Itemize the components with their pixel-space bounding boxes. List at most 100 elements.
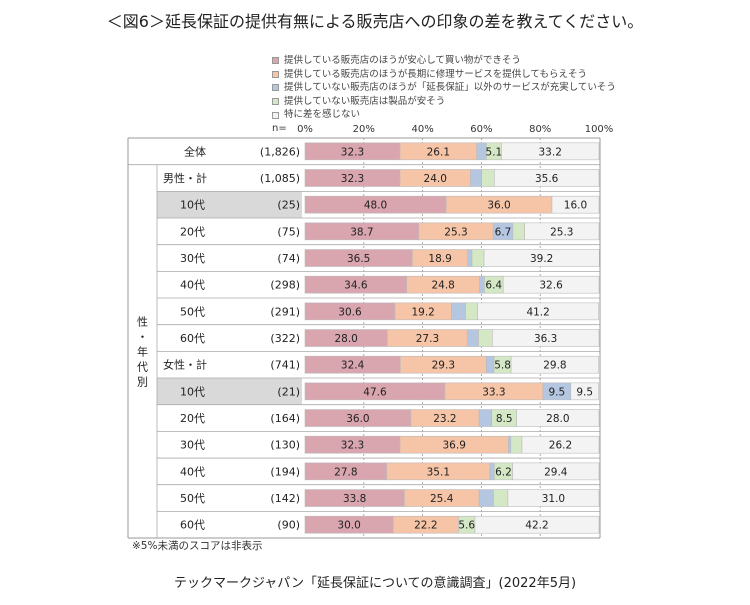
bar-segment bbox=[465, 302, 478, 321]
legend-label: 提供していない販売店は製品が安そう bbox=[284, 95, 446, 107]
x-tick-label: 100% bbox=[585, 124, 614, 135]
data-label: 5.1 bbox=[486, 146, 503, 158]
bar-segment bbox=[524, 222, 600, 241]
row-n-count: (25) bbox=[277, 199, 300, 212]
data-label: 36.0 bbox=[346, 413, 369, 425]
legend-item: 提供していない販売店は製品が安そう bbox=[272, 95, 616, 109]
row-label: 10代 bbox=[180, 199, 205, 212]
bar-segment bbox=[493, 489, 509, 507]
data-label: 33.2 bbox=[539, 146, 562, 158]
legend-item: 提供していない販売店のほうが「延長保証」以外のサービスが充実していそう bbox=[272, 81, 616, 95]
group-label-char: 性 bbox=[137, 314, 148, 328]
data-label: 30.6 bbox=[338, 306, 362, 318]
row-highlight bbox=[157, 191, 302, 219]
bar-segment bbox=[483, 249, 600, 267]
chart-title: ＜図6＞延長保証の提供有無による販売店への印象の差を教えてください。 bbox=[106, 12, 644, 31]
data-label: 32.3 bbox=[341, 440, 364, 452]
row-n-count: (90) bbox=[277, 519, 300, 532]
row-label: 20代 bbox=[180, 412, 205, 425]
bar-segment bbox=[478, 329, 493, 347]
legend: 提供している販売店のほうが安心して買い物ができそう 提供している販売店のほうが長… bbox=[272, 54, 616, 122]
data-label: 19.2 bbox=[411, 306, 434, 318]
legend-swatch bbox=[272, 84, 279, 92]
data-label: 41.2 bbox=[526, 306, 549, 318]
data-label: 25.4 bbox=[430, 493, 454, 505]
bar-segment bbox=[477, 302, 600, 321]
data-label: 48.0 bbox=[364, 200, 387, 212]
data-label: 5.8 bbox=[494, 360, 511, 372]
data-label: 6.2 bbox=[495, 466, 512, 478]
bar-segment bbox=[508, 435, 512, 454]
row-n-count: (164) bbox=[270, 412, 300, 425]
row-n-count: (298) bbox=[270, 279, 300, 292]
row-label: 30代 bbox=[180, 439, 205, 452]
row-label: 60代 bbox=[180, 519, 205, 532]
legend-item: 特に差を感じない bbox=[272, 108, 616, 122]
data-label: 24.8 bbox=[431, 280, 454, 292]
legend-swatch bbox=[272, 57, 279, 65]
legend-label: 提供していない販売店のほうが「延長保証」以外のサービスが充実していそう bbox=[284, 82, 616, 94]
bar-segment bbox=[521, 435, 600, 454]
legend-label: 提供している販売店のほうが安心して買い物ができそう bbox=[284, 55, 521, 66]
bar-segment bbox=[489, 462, 495, 481]
data-label: 26.2 bbox=[549, 440, 572, 452]
data-label: 16.0 bbox=[564, 200, 587, 212]
data-label: 38.7 bbox=[350, 226, 373, 238]
data-label: 33.3 bbox=[482, 386, 505, 398]
row-label: 男性・計 bbox=[163, 171, 207, 185]
row-n-count: (142) bbox=[270, 492, 300, 505]
row-n-count: (291) bbox=[270, 305, 300, 318]
row-n-count: (1,826) bbox=[260, 145, 300, 158]
data-label: 25.3 bbox=[550, 226, 573, 238]
row-label: 全体 bbox=[184, 144, 206, 158]
group-label-char: ・ bbox=[137, 330, 148, 343]
data-label: 30.0 bbox=[337, 520, 360, 532]
data-label: 34.6 bbox=[344, 280, 368, 292]
row-n-count: (322) bbox=[270, 332, 300, 345]
row-label: 女性・計 bbox=[163, 358, 207, 372]
bar-segment bbox=[474, 515, 600, 534]
x-tick-label: 60% bbox=[470, 124, 492, 135]
data-label: 42.2 bbox=[525, 520, 548, 532]
group-label-char: 代 bbox=[137, 360, 148, 373]
data-label: 28.0 bbox=[546, 413, 569, 425]
data-label: 26.1 bbox=[427, 146, 450, 158]
data-label: 32.6 bbox=[539, 280, 563, 292]
bar-segment bbox=[471, 249, 485, 267]
bar-segment bbox=[507, 489, 600, 507]
data-label: 39.2 bbox=[530, 253, 553, 265]
data-label: 27.8 bbox=[334, 466, 357, 478]
bar-segment bbox=[491, 329, 600, 347]
row-label: 50代 bbox=[180, 305, 205, 318]
data-label: 23.2 bbox=[433, 413, 456, 425]
data-label: 5.6 bbox=[458, 520, 475, 532]
bar-segment bbox=[501, 142, 600, 161]
data-label: 18.9 bbox=[428, 253, 451, 265]
bar-segment bbox=[551, 195, 600, 214]
bar-segment bbox=[478, 489, 494, 507]
row-n-count: (130) bbox=[270, 439, 300, 452]
data-label: 36.3 bbox=[534, 333, 557, 345]
data-label: 35.6 bbox=[535, 173, 559, 185]
source-citation: テックマークジャパン「延長保証についての意識調査」(2022年5月) bbox=[173, 576, 577, 591]
x-tick-label: 20% bbox=[353, 124, 375, 135]
row-n-count: (74) bbox=[277, 252, 300, 265]
bar-segment bbox=[502, 275, 600, 294]
row-n-count: (21) bbox=[277, 385, 300, 398]
data-label: 6.7 bbox=[495, 226, 512, 238]
legend-item: 提供している販売店のほうが長期に修理サービスを提供してもらえそう bbox=[272, 68, 616, 82]
row-label: 50代 bbox=[180, 492, 205, 505]
data-label: 47.6 bbox=[363, 386, 387, 398]
data-label: 32.3 bbox=[341, 146, 364, 158]
bar-segment bbox=[510, 355, 600, 374]
data-label: 9.5 bbox=[576, 386, 593, 398]
row-label: 40代 bbox=[180, 465, 205, 478]
bar-segment bbox=[467, 249, 473, 267]
x-tick-label: 80% bbox=[529, 124, 551, 135]
data-label: 31.0 bbox=[542, 493, 565, 505]
data-label: 36.5 bbox=[347, 253, 370, 265]
group-label-char: 別 bbox=[137, 375, 148, 388]
bar-segment bbox=[478, 409, 492, 427]
legend-swatch bbox=[272, 111, 279, 119]
